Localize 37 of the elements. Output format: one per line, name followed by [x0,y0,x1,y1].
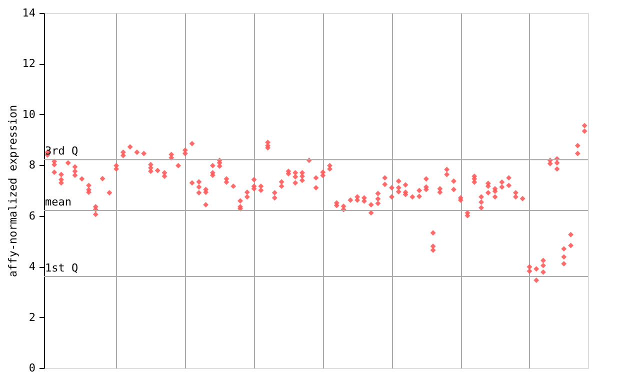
point [492,194,498,200]
ref-line-label: 3rd Q [45,144,78,158]
y-tick-label: 6 [28,209,36,222]
point [472,179,478,185]
point [396,189,402,195]
y-tick-label: 12 [22,57,36,70]
point [540,269,546,275]
y-tick-label: 4 [28,260,36,274]
y-tick-label: 2 [28,310,36,324]
point [216,163,222,169]
point [299,178,305,184]
point [554,166,560,172]
point [265,145,271,151]
point [561,261,567,267]
point [72,172,78,178]
point [52,170,58,175]
point [92,212,98,218]
ref-line-label: 1st Q [45,261,78,274]
y-tick-label: 0 [28,362,36,374]
point [210,172,216,178]
point [423,186,429,192]
point [148,168,154,174]
point [251,186,257,192]
point [375,200,381,206]
point [292,180,298,186]
y-tick-label: 10 [22,108,36,121]
point [196,190,202,196]
y-axis-title: affy-normalized expression [6,104,20,278]
point [430,247,436,253]
y-tick-label: 8 [28,158,36,172]
point [203,202,209,208]
point [485,190,491,196]
point [86,190,92,196]
point [478,205,484,210]
ref-line-label: mean [45,196,72,209]
point [58,180,64,186]
y-tick-label: 14 [22,6,36,20]
